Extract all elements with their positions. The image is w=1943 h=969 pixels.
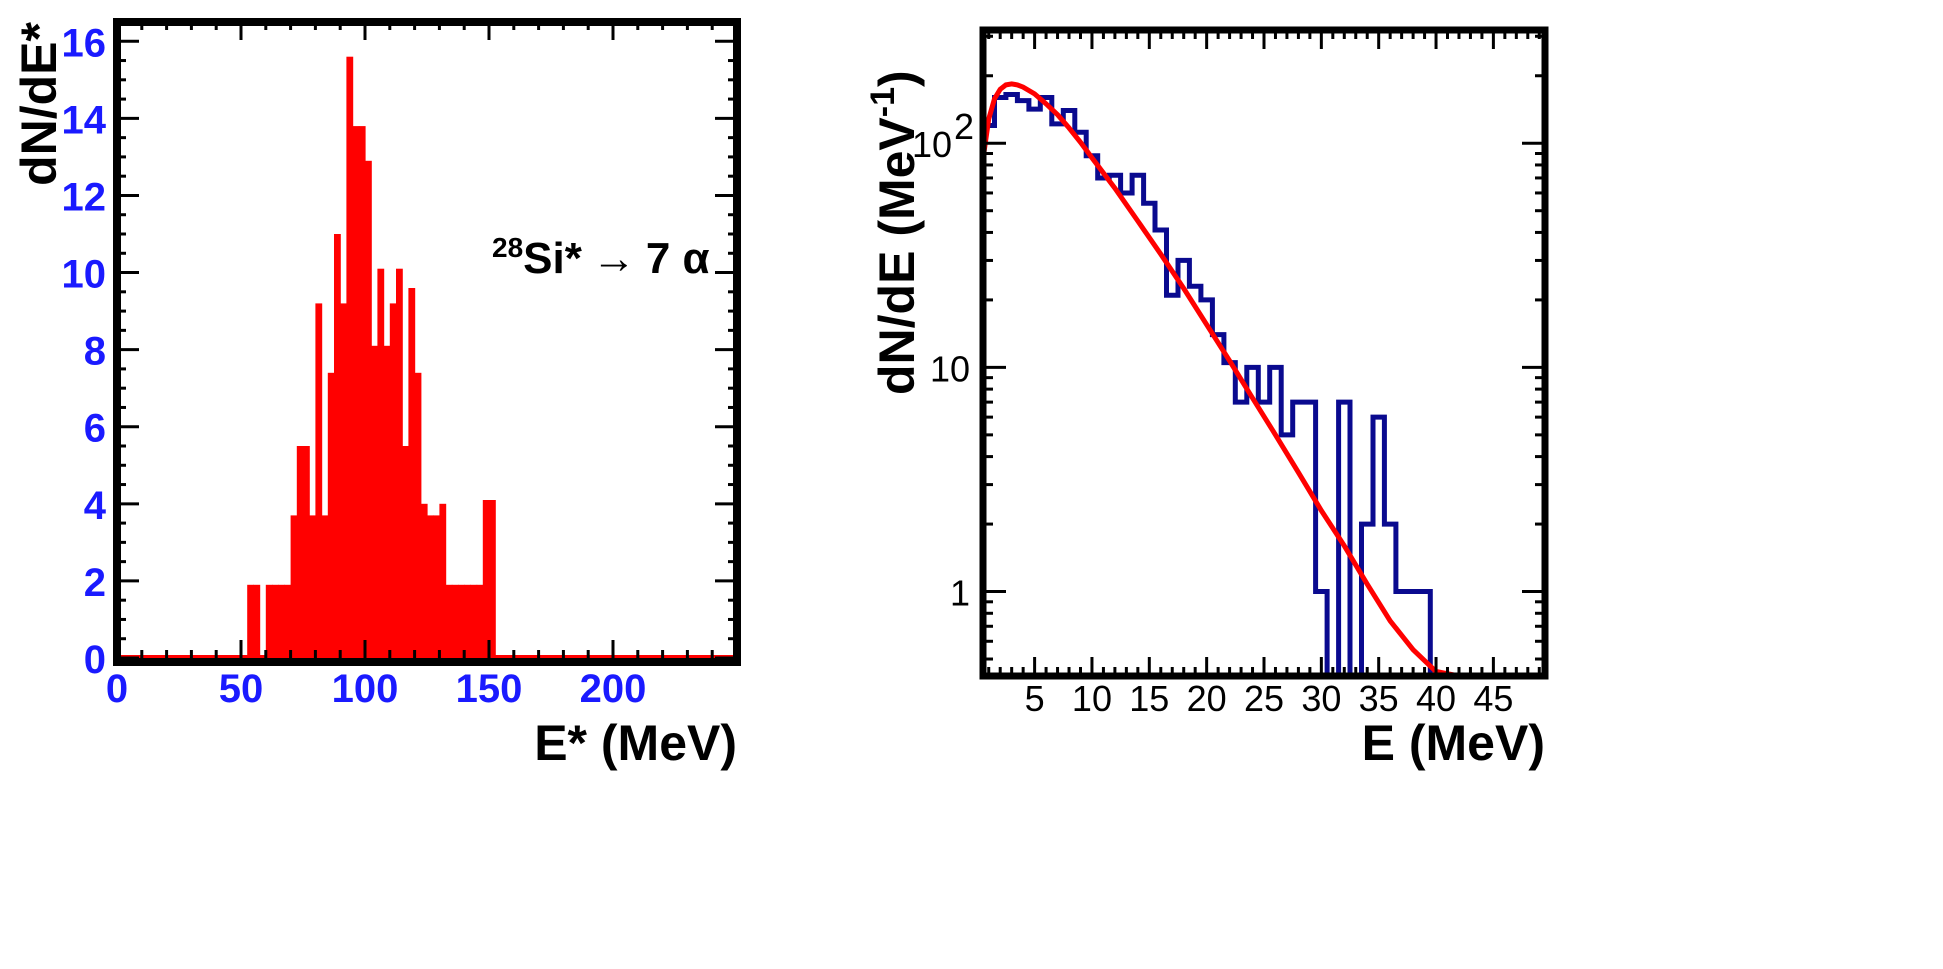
right-y-axis-title-exponent: -1 xyxy=(864,87,902,117)
right-x-tick-label: 45 xyxy=(1473,678,1513,719)
left-y-tick-label: 0 xyxy=(84,638,106,682)
histogram-bar-11 xyxy=(321,515,329,658)
left-histogram-panel: 0 50 100 150 200 0 2 4 6 8 10 12 14 16 28Si* → 7 α E* … xyxy=(11,18,741,771)
histogram-bar-7 xyxy=(296,446,304,658)
histogram-bar-21 xyxy=(383,345,391,658)
right-fit-curve xyxy=(980,81,1460,679)
right-y-axis-title-main: dN/dE (MeV xyxy=(869,117,925,395)
right-y-tick-label: 1 xyxy=(950,573,970,614)
left-x-tick-label: 50 xyxy=(219,667,264,711)
annotation-product: 7 α xyxy=(646,234,710,283)
left-y-tick-label: 6 xyxy=(84,407,106,451)
left-y-tick-label: 4 xyxy=(84,484,107,528)
histogram-bar-37 xyxy=(482,500,490,658)
left-x-tick-labels: 0 50 100 150 200 xyxy=(106,667,647,711)
right-x-tick-label: 40 xyxy=(1416,678,1456,719)
left-y-tick-label: 16 xyxy=(62,21,107,65)
left-y-tick-label: 14 xyxy=(62,98,107,142)
histogram-bar-6 xyxy=(290,515,298,658)
histogram-bar-0 xyxy=(247,584,254,658)
histogram-bar-19 xyxy=(371,345,378,658)
left-annotation: 28Si* → 7 α xyxy=(492,232,710,283)
histogram-bar-24 xyxy=(402,446,409,658)
histogram-bar-8 xyxy=(303,446,310,658)
histogram-bar-15 xyxy=(346,56,354,658)
annotation-mass-number: 28 xyxy=(492,232,523,263)
histogram-bar-32 xyxy=(451,584,459,658)
right-plot-frame xyxy=(979,26,1549,680)
histogram-bar-29 xyxy=(433,515,440,658)
left-y-tick-label: 10 xyxy=(62,253,107,297)
histogram-bar-17 xyxy=(358,126,366,659)
histogram-bar-13 xyxy=(334,234,341,658)
right-x-tick-label: 25 xyxy=(1244,678,1284,719)
annotation-nucleus: Si* xyxy=(523,234,583,283)
left-plot-frame xyxy=(113,18,741,666)
annotation-arrow: → xyxy=(592,234,636,283)
right-x-tick-label: 5 xyxy=(1025,678,1045,719)
histogram-bar-27 xyxy=(420,503,428,658)
histogram-bar-34 xyxy=(464,584,471,658)
histogram-bar-22 xyxy=(389,303,397,658)
histogram-bar-28 xyxy=(427,515,434,658)
histogram-bar-23 xyxy=(396,268,403,658)
histogram-bar-18 xyxy=(365,160,372,659)
histogram-bar-36 xyxy=(476,584,484,658)
right-y-axis-title-close: ) xyxy=(869,70,925,87)
histogram-bar-35 xyxy=(470,584,478,658)
right-y-axis-title: dN/dE (MeV-1) xyxy=(864,70,925,395)
right-y-tick-label: 10 xyxy=(930,348,970,389)
histogram-bar-20 xyxy=(377,268,385,658)
left-y-tick-labels: 0 2 4 6 8 10 12 14 16 xyxy=(62,21,107,682)
histogram-bar-10 xyxy=(315,303,323,658)
right-x-axis-title: E (MeV) xyxy=(1362,715,1545,771)
histogram-bar-4 xyxy=(278,584,285,658)
left-x-tick-label: 100 xyxy=(332,667,399,711)
histogram-bar-38 xyxy=(489,500,496,658)
left-bars xyxy=(247,56,496,659)
histogram-bar-14 xyxy=(340,303,347,658)
histogram-bar-9 xyxy=(309,515,316,658)
histogram-bar-31 xyxy=(445,584,453,658)
histogram-bar-16 xyxy=(352,126,360,659)
right-x-tick-labels: 5 10 15 20 25 30 35 40 45 xyxy=(1025,678,1514,719)
right-x-tick-label: 35 xyxy=(1359,678,1399,719)
right-x-tick-label: 10 xyxy=(1072,678,1112,719)
histogram-bar-2 xyxy=(265,584,273,658)
histogram-bar-12 xyxy=(327,372,335,658)
histogram-bar-5 xyxy=(284,584,292,658)
right-x-tick-label: 30 xyxy=(1301,678,1341,719)
right-x-tick-label: 20 xyxy=(1187,678,1227,719)
histogram-bar-30 xyxy=(439,503,447,658)
histogram-bar-33 xyxy=(458,584,465,658)
right-x-tick-label: 15 xyxy=(1129,678,1169,719)
left-y-tick-label: 12 xyxy=(62,175,107,219)
left-x-tick-label: 200 xyxy=(580,667,647,711)
left-x-tick-label: 150 xyxy=(456,667,523,711)
right-y-tick-exponent: 2 xyxy=(954,106,974,147)
histogram-bar-26 xyxy=(414,372,422,658)
left-y-tick-label: 2 xyxy=(84,561,106,605)
histogram-bar-1 xyxy=(253,584,261,658)
right-y-tick-label: 10 xyxy=(912,124,952,165)
histogram-bar-25 xyxy=(408,288,416,658)
left-x-tick-label: 0 xyxy=(106,667,128,711)
left-y-tick-label: 8 xyxy=(84,330,106,374)
histogram-bar-3 xyxy=(272,584,279,658)
left-x-axis-title: E* (MeV) xyxy=(534,715,737,771)
left-y-axis-title: dN/dE* xyxy=(11,21,67,185)
